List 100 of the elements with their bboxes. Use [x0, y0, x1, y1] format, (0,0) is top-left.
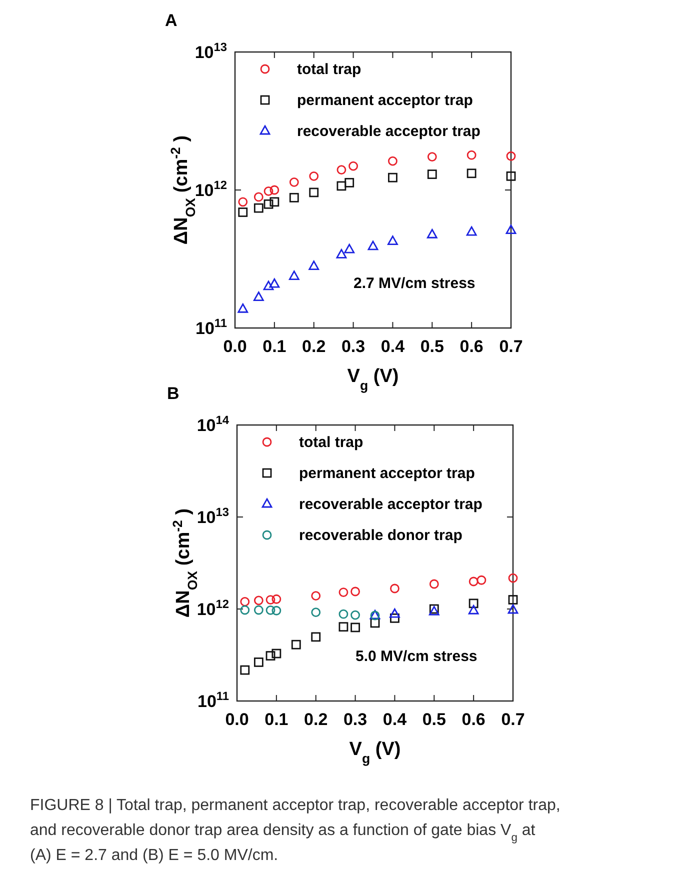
point [254, 605, 264, 615]
point [338, 609, 348, 619]
y-tick-label: 10$^{11}$ [196, 316, 228, 338]
annotation: 5.0 MV/cm stress [356, 648, 478, 665]
point [466, 168, 476, 178]
x-tick-label: 0.1 [264, 710, 288, 729]
point [466, 226, 477, 236]
point [468, 604, 479, 614]
point [468, 598, 478, 608]
point [238, 197, 248, 207]
point [240, 665, 250, 675]
point [254, 658, 264, 667]
x-axis-title: V$_{g}$ (V) [347, 366, 399, 392]
x-tick-label: 0.4 [380, 337, 406, 356]
point [427, 170, 437, 179]
point [254, 192, 264, 202]
x-tick-label: 0.5 [420, 337, 444, 356]
x-tick-label: 0.3 [341, 337, 366, 356]
point [506, 151, 516, 161]
point [427, 152, 437, 162]
x-axis-title: V$_{g}$ (V) [349, 739, 401, 766]
point [466, 150, 476, 160]
point [309, 171, 319, 181]
point [390, 608, 400, 618]
point [311, 608, 321, 618]
point [338, 622, 348, 632]
point [350, 586, 360, 596]
point [468, 576, 478, 586]
point [288, 270, 300, 280]
point [264, 199, 274, 209]
x-tick-label: 0.7 [501, 710, 525, 729]
x-tick-label: 0.2 [304, 710, 328, 729]
point [254, 596, 264, 606]
x-tick-label: 0.4 [382, 710, 408, 729]
y-tick-label: 10$^{13}$ [196, 505, 230, 527]
point [370, 618, 380, 628]
x-tick-label: 0.1 [262, 337, 286, 356]
y-tick-label: 10$^{12}$ [196, 597, 230, 619]
point [350, 622, 360, 632]
point [272, 594, 282, 604]
point [508, 604, 518, 614]
x-tick-label: 0.2 [302, 337, 326, 356]
legend-label: permanent acceptor trap [297, 92, 473, 109]
point [336, 181, 346, 191]
chart-title: B [167, 384, 180, 403]
point [263, 280, 274, 290]
point [506, 224, 516, 234]
x-tick-label: 0.3 [343, 710, 368, 729]
point [508, 595, 518, 604]
point [390, 584, 400, 594]
legend-label: recoverable donor trap [299, 527, 462, 544]
point [309, 188, 319, 198]
y-tick-label: 10$^{12}$ [194, 178, 228, 200]
point [272, 648, 282, 658]
legend-label: permanent acceptor trap [299, 465, 475, 482]
point [291, 640, 301, 650]
point [269, 278, 280, 288]
y-tick-label: 10$^{13}$ [194, 40, 228, 62]
point [311, 591, 321, 601]
y-tick-label: 10$^{11}$ [198, 689, 230, 711]
point [264, 186, 274, 196]
point [308, 260, 320, 270]
point [272, 606, 282, 616]
point [240, 597, 250, 606]
point [270, 197, 280, 207]
point [390, 613, 400, 623]
legend-label: recoverable acceptor trap [299, 496, 482, 513]
point [476, 575, 486, 585]
point [270, 185, 280, 195]
point [426, 228, 438, 238]
legend-label: total trap [299, 434, 364, 451]
point [289, 177, 299, 187]
annotation: 2.7 MV/cm stress [354, 275, 476, 292]
chart-title: A [165, 11, 178, 30]
y-tick-label: 10$^{14}$ [196, 413, 230, 435]
x-tick-label: 0.5 [422, 710, 446, 729]
point [508, 573, 518, 583]
point [254, 203, 264, 213]
point [506, 171, 516, 181]
point [238, 208, 248, 217]
legend-label: recoverable acceptor trap [297, 123, 480, 140]
point [429, 579, 439, 589]
point [311, 632, 321, 642]
point [344, 244, 355, 254]
point [266, 651, 276, 660]
point [336, 248, 347, 258]
point [336, 165, 346, 175]
point [266, 606, 276, 615]
point [388, 172, 398, 182]
x-tick-label: 0.0 [223, 337, 247, 356]
x-tick-label: 0.6 [462, 710, 486, 729]
x-tick-label: 0.6 [460, 337, 484, 356]
point [253, 292, 264, 301]
point [240, 605, 250, 615]
point [388, 156, 398, 166]
point [266, 595, 276, 604]
point [350, 610, 360, 620]
text: FIGURE 8 | Total trap, permanent acceptor trap, recoverable acceptor trap, and recoverable donor trap area density as a function of gate bias V$_{g}$ at (A) E = 2.7 and (B) E = 5.0 MV/cm. [30, 797, 560, 864]
point [338, 588, 348, 597]
legend-label: total trap [297, 61, 362, 78]
